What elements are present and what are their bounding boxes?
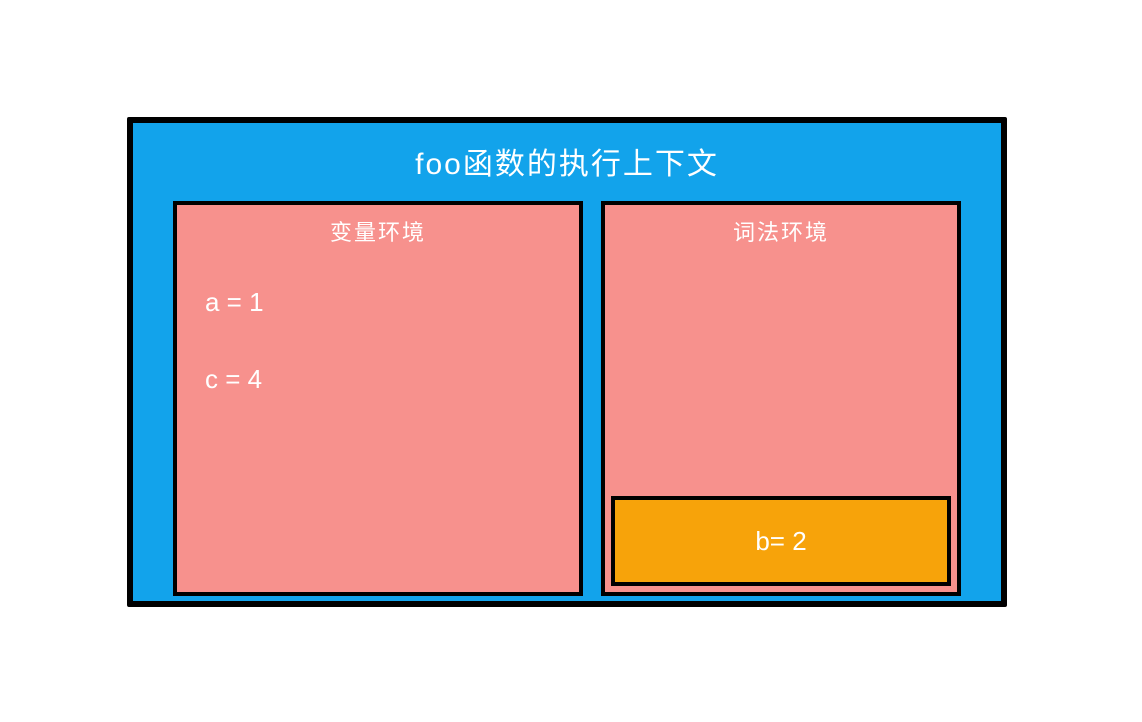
variable-item: a = 1 (205, 287, 579, 318)
variable-environment-title: 变量环境 (177, 205, 579, 247)
execution-context-box: foo函数的执行上下文 变量环境 a = 1 c = 4 词法环境 b= 2 (127, 117, 1007, 607)
lexical-inner-text: b= 2 (755, 526, 806, 557)
context-title: foo函数的执行上下文 (133, 123, 1001, 183)
variable-item: c = 4 (205, 364, 579, 395)
variable-list: a = 1 c = 4 (177, 247, 579, 395)
lexical-environment-panel: 词法环境 b= 2 (601, 201, 961, 596)
panels-row: 变量环境 a = 1 c = 4 词法环境 b= 2 (133, 183, 1001, 591)
lexical-environment-title: 词法环境 (605, 205, 957, 247)
variable-environment-panel: 变量环境 a = 1 c = 4 (173, 201, 583, 596)
lexical-inner-box: b= 2 (611, 496, 951, 586)
